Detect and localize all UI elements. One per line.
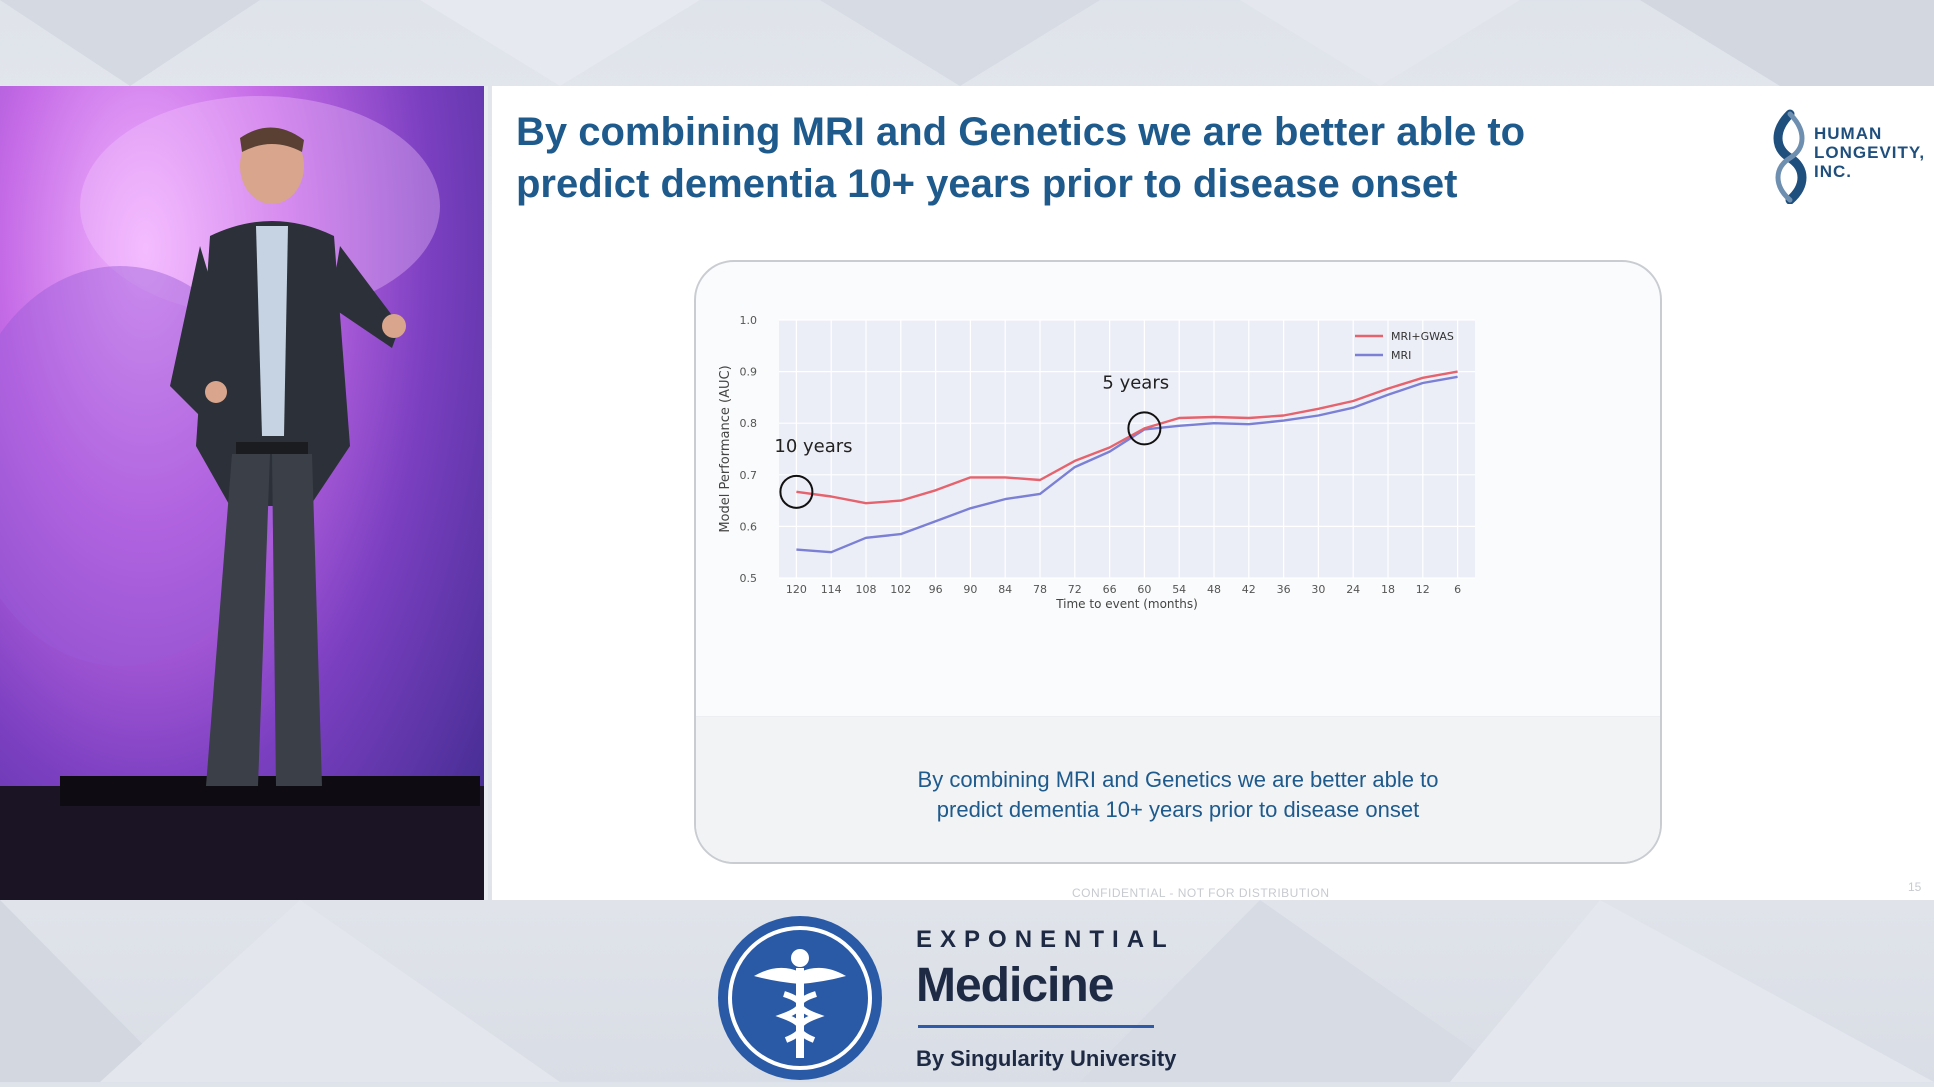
- x-tick-label: 108: [856, 583, 877, 596]
- x-tick-label: 66: [1103, 583, 1117, 596]
- x-tick-label: 30: [1311, 583, 1325, 596]
- y-axis-label: Model Performance (AUC): [718, 365, 733, 532]
- x-tick-label: 90: [963, 583, 977, 596]
- x-tick-label: 72: [1068, 583, 1082, 596]
- plot-area: [779, 320, 1475, 578]
- stage-edge: [60, 776, 480, 806]
- logo-wordmark: HUMAN LONGEVITY, INC.: [1814, 124, 1925, 181]
- series-line-mri: [796, 375, 1458, 554]
- slide-title-line-1: By combining MRI and Genetics we are bet…: [516, 110, 1526, 154]
- x-tick-label: 42: [1242, 583, 1256, 596]
- caption-box: By combining MRI and Genetics we are bet…: [696, 716, 1660, 862]
- brand-divider: [918, 1025, 1154, 1028]
- x-tick-label: 84: [998, 583, 1012, 596]
- annotation-circle: [779, 474, 814, 509]
- chart-card: 0.5 0.6 0.7 0.8 0.9 1.0 120 114 108 102 96 90 84 78 72…: [694, 260, 1662, 864]
- brand-exponential: EXPONENTIAL: [916, 926, 1175, 953]
- x-tick-label: 114: [821, 583, 842, 596]
- y-tick-label: 1.0: [740, 314, 758, 327]
- x-tick-label: 60: [1137, 583, 1151, 596]
- x-tick-label: 96: [929, 583, 943, 596]
- y-tick-label: 0.8: [740, 417, 758, 430]
- y-tick-label: 0.9: [740, 366, 758, 379]
- chart-caption: By combining MRI and Genetics we are bet…: [756, 765, 1600, 825]
- human-longevity-logo-icon: [1773, 109, 1807, 204]
- x-tick-label: 36: [1277, 583, 1291, 596]
- brand-tagline: By Singularity University: [916, 1046, 1177, 1071]
- slide-title-line-2: predict dementia 10+ years prior to dise…: [516, 162, 1458, 206]
- x-tick-label: 48: [1207, 583, 1221, 596]
- x-tick-label: 12: [1416, 583, 1430, 596]
- legend-label: MRI+GWAS: [1391, 330, 1454, 343]
- y-tick-label: 0.6: [740, 520, 758, 533]
- caduceus-logo-icon: [718, 916, 882, 1080]
- slide-title: By combining MRI and Genetics we are bet…: [516, 106, 1666, 210]
- x-tick-label: 102: [890, 583, 911, 596]
- confidential-notice: CONFIDENTIAL - NOT FOR DISTRIBUTION: [1072, 886, 1330, 900]
- speaker-video: [0, 86, 488, 900]
- speaker-figure: [170, 127, 406, 786]
- y-tick-label: 0.5: [740, 572, 758, 585]
- annotation-label: 10 years: [774, 436, 852, 457]
- speaker-scene: [0, 96, 484, 900]
- y-tick-label: 0.7: [740, 469, 758, 482]
- exponential-medicine-branding: EXPONENTIAL Medicine By Singularity Univ…: [714, 912, 1234, 1082]
- x-tick-label: 78: [1033, 583, 1047, 596]
- brand-medicine: Medicine: [916, 959, 1114, 1012]
- x-tick-label: 6: [1454, 583, 1461, 596]
- x-axis-label: Time to event (months): [1055, 597, 1198, 611]
- series-line-mri-gwas: [796, 370, 1458, 505]
- caption-line-2: predict dementia 10+ years prior to dise…: [936, 797, 1420, 822]
- logo-line-3: INC.: [1814, 162, 1852, 181]
- x-tick-label: 120: [786, 583, 807, 596]
- x-tick-label: 54: [1172, 583, 1186, 596]
- annotation-label: 5 years: [1102, 372, 1169, 393]
- presentation-slide: By combining MRI and Genetics we are bet…: [492, 86, 1934, 900]
- logo-line-2: LONGEVITY,: [1814, 143, 1926, 162]
- slide-number: 15: [1908, 880, 1922, 894]
- logo-line-1: HUMAN: [1814, 124, 1883, 143]
- x-tick-label: 18: [1381, 583, 1395, 596]
- auc-line-chart: 0.5 0.6 0.7 0.8 0.9 1.0 120 114 108 102 96 90 84 78 72…: [718, 314, 1475, 611]
- x-tick-label: 24: [1346, 583, 1360, 596]
- annotation-circle: [1127, 411, 1162, 446]
- legend-label: MRI: [1391, 349, 1411, 362]
- caption-line-1: By combining MRI and Genetics we are bet…: [917, 767, 1439, 792]
